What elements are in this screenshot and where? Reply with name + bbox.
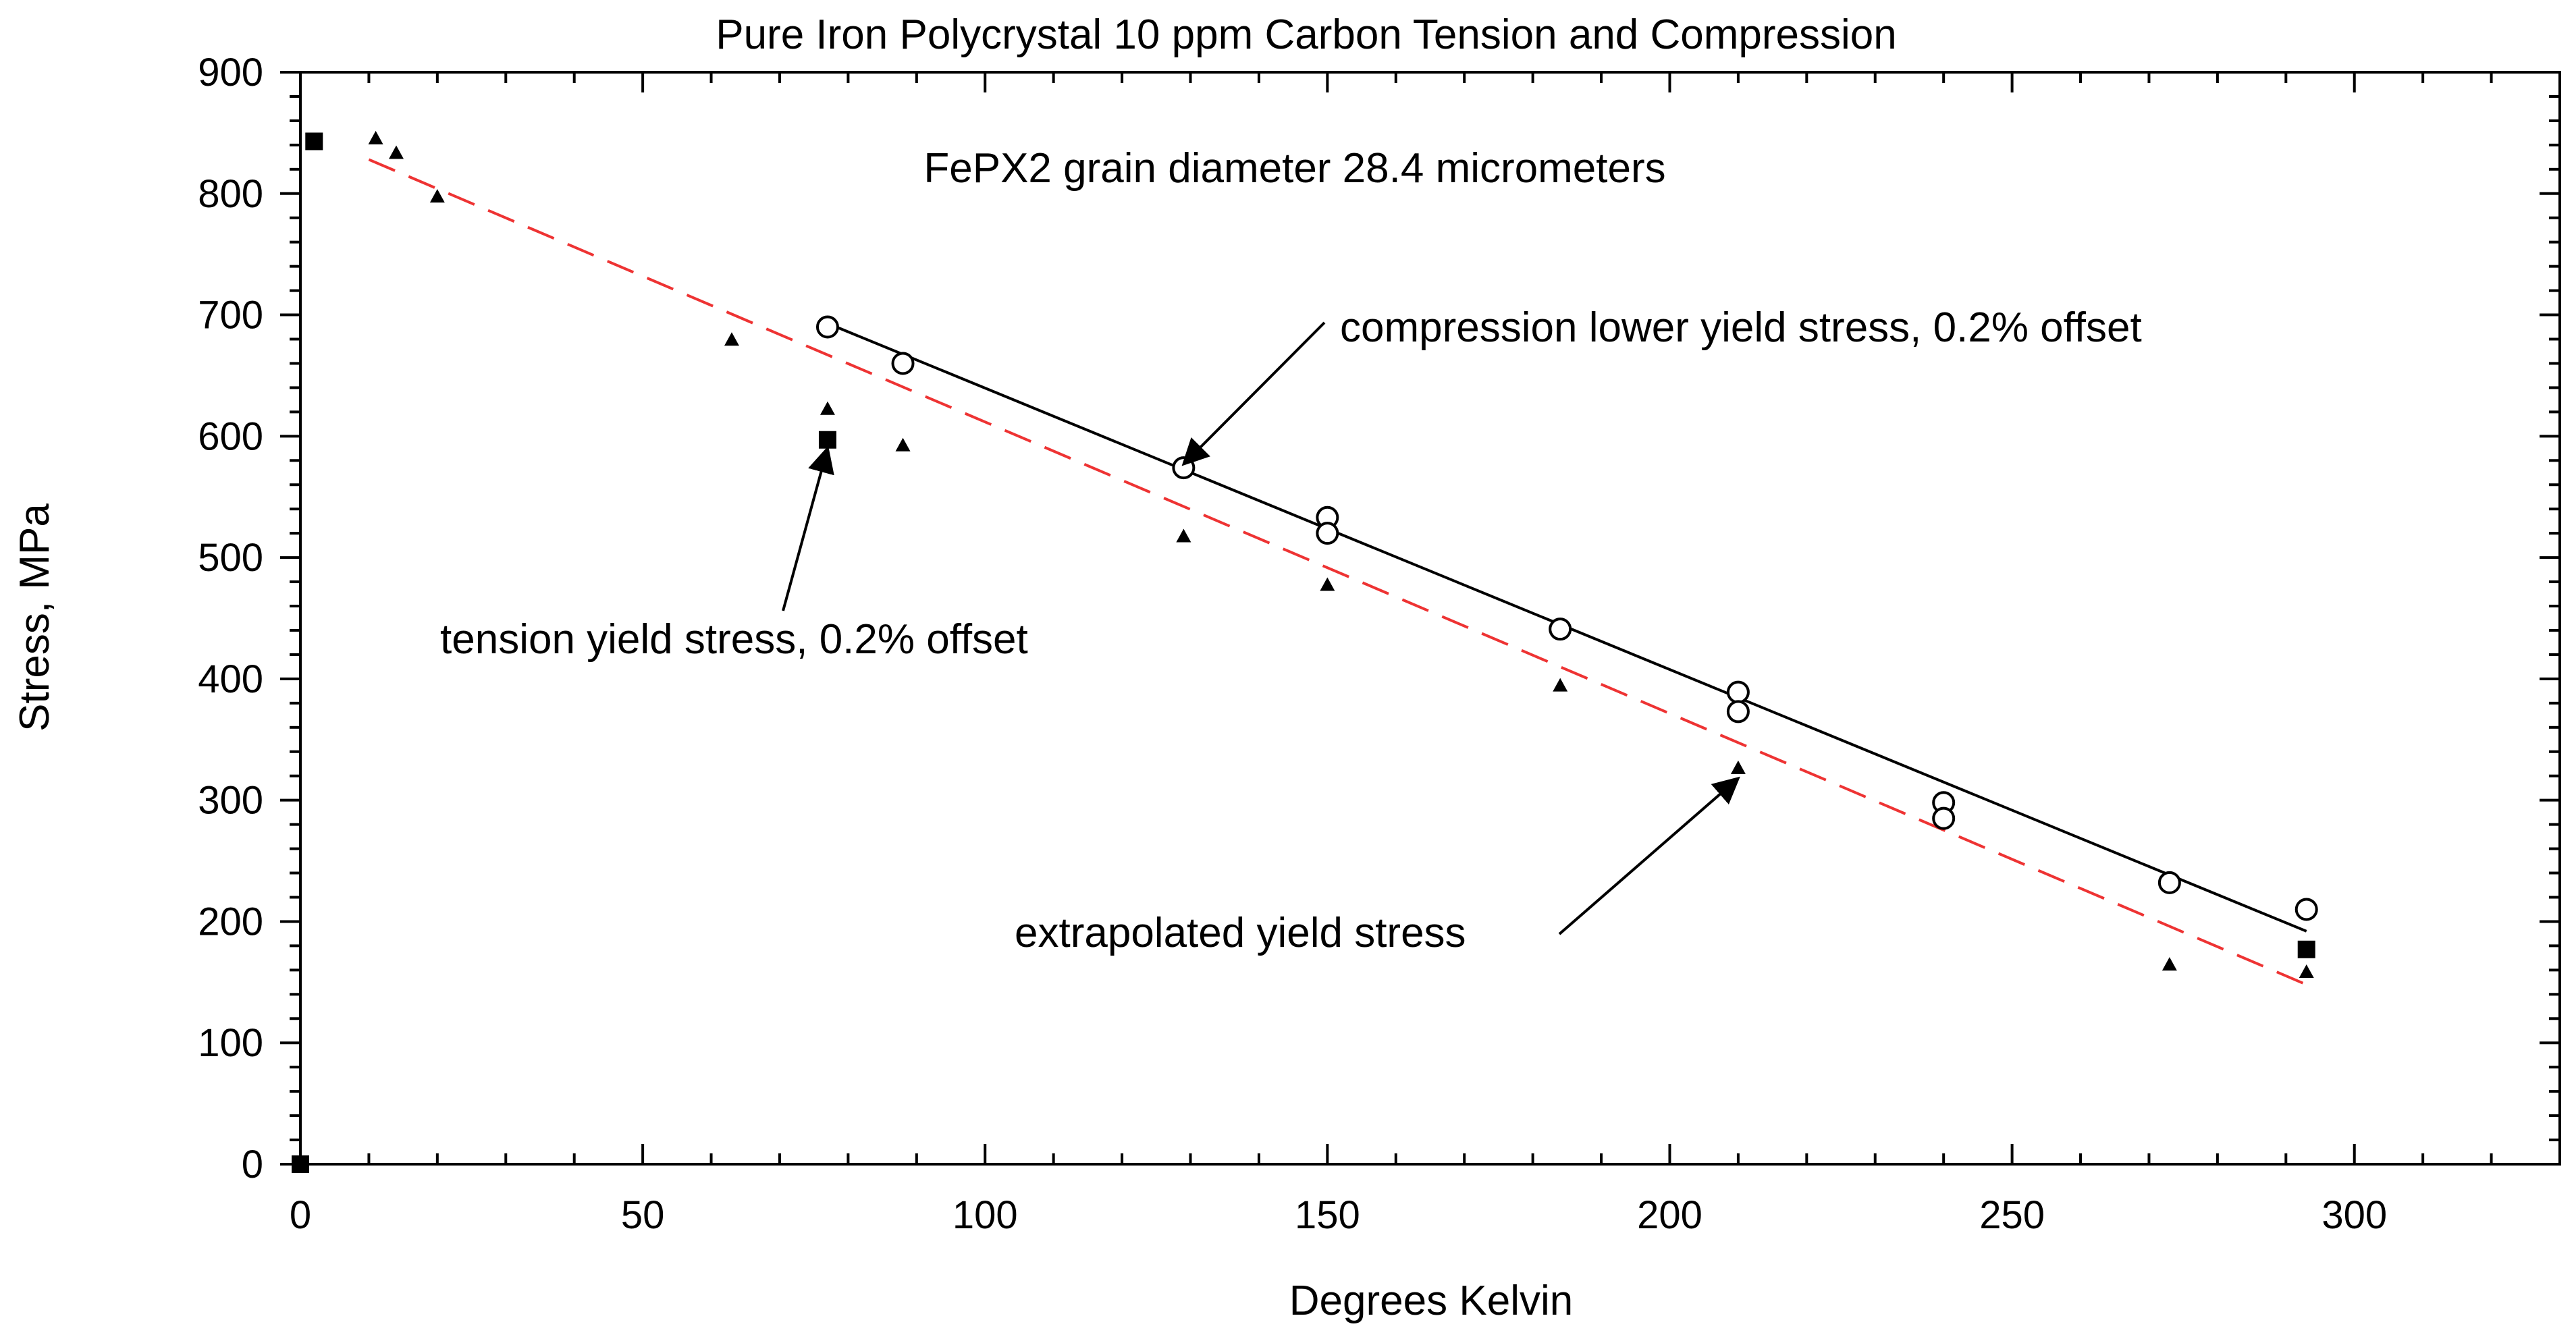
tension-data-point (2297, 940, 2315, 958)
tension-data-point (292, 1155, 309, 1173)
tension-data-point (305, 132, 323, 150)
y-tick-label: 100 (198, 1021, 263, 1065)
annotation-arrow (1181, 321, 1326, 466)
data-markers (292, 130, 2318, 1173)
compression-data-point (815, 315, 839, 339)
y-tick-label: 800 (198, 172, 263, 216)
compression-data-point (2295, 898, 2318, 921)
extrapolated-data-point (2299, 964, 2314, 978)
y-tick-label: 600 (198, 414, 263, 458)
x-axis-ticks: 0 50 100 150 200 250 300 (290, 72, 2561, 1237)
compression-data-point (891, 352, 915, 375)
compression-data-point (1172, 456, 1196, 480)
chart-title: Pure Iron Polycrystal 10 ppm Carbon Tens… (716, 11, 1897, 58)
x-tick-label: 300 (2322, 1193, 2387, 1237)
compression-data-point (1726, 680, 1750, 704)
x-axis-title: Degrees Kelvin (1289, 1278, 1573, 1324)
extrapolated-data-point (368, 130, 383, 144)
annotation-label: compression lower yield stress, 0.2% off… (1340, 304, 2142, 351)
plot-axes (299, 71, 2561, 1166)
compression-data-point (1549, 618, 1572, 641)
tension-fit-line (368, 158, 2307, 986)
x-tick-label: 150 (1295, 1193, 1360, 1237)
extrapolated-data-point (1320, 577, 1335, 591)
y-tick-label: 300 (198, 779, 263, 823)
x-tick-label: 200 (1637, 1193, 1702, 1237)
y-tick-label: 900 (198, 51, 263, 94)
x-tick-label: 0 (290, 1193, 311, 1237)
y-tick-label: 200 (198, 900, 263, 943)
compression-data-point (1932, 806, 1956, 830)
y-axis-ticks: 0 100 200 300 400 500 600 700 800 900 (198, 51, 2560, 1186)
annotations: compression lower yield stress, 0.2% off… (440, 304, 2142, 956)
chart-subtitle: FePX2 grain diameter 28.4 micrometers (923, 145, 1665, 192)
plot-frame (299, 71, 2561, 1166)
y-tick-label: 500 (198, 536, 263, 580)
x-tick-label: 50 (621, 1193, 665, 1237)
fit-lines (368, 158, 2307, 986)
extrapolated-data-point (820, 401, 835, 415)
y-tick-label: 0 (242, 1143, 263, 1186)
extrapolated-data-point (724, 332, 739, 346)
annotation-label: extrapolated yield stress (1015, 910, 1466, 956)
extrapolated-data-point (895, 437, 911, 451)
extrapolated-data-point (1553, 678, 1568, 692)
annotation-arrow (782, 445, 834, 611)
compression-data-point (2157, 871, 2181, 894)
extrapolated-data-point (2162, 957, 2177, 971)
y-tick-label: 700 (198, 294, 263, 337)
extrapolated-data-point (388, 145, 404, 159)
annotation-label: tension yield stress, 0.2% offset (440, 616, 1028, 663)
y-tick-label: 400 (198, 657, 263, 701)
tension-data-point (818, 431, 836, 449)
compression-data-point (1316, 522, 1339, 545)
extrapolated-data-point (1176, 528, 1191, 543)
x-tick-label: 100 (952, 1193, 1018, 1237)
extrapolated-data-point (1730, 760, 1746, 774)
annotation-arrow (1558, 776, 1740, 935)
extrapolated-data-point (429, 189, 445, 203)
x-tick-label: 250 (1979, 1193, 2045, 1237)
y-axis-title: Stress, MPa (11, 503, 58, 732)
compression-data-point (1726, 700, 1750, 723)
